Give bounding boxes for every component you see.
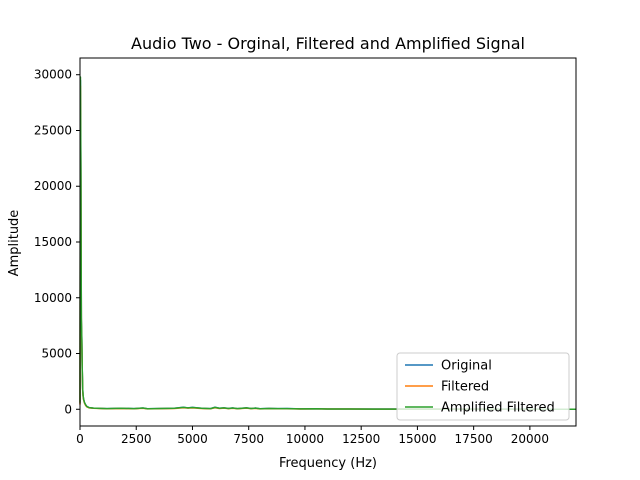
x-tick-label: 2500	[121, 432, 152, 446]
y-tick-label: 0	[64, 402, 72, 416]
x-axis-label: Frequency (Hz)	[279, 456, 377, 471]
x-tick-label: 5000	[177, 432, 208, 446]
plot-frame	[79, 57, 577, 427]
legend-label-0: Original	[441, 359, 492, 374]
y-axis-ticks: 0 5000 10000 15000 20000 25000 30000	[34, 68, 80, 416]
x-tick-label: 15000	[398, 432, 436, 446]
y-tick-label: 5000	[41, 347, 72, 361]
x-axis-ticks: 0 2500 5000 7500 10000 12500 15000 17500 20000	[76, 426, 549, 446]
chart-title: Audio Two - Orginal, Filtered and Amplif…	[131, 34, 525, 53]
y-axis-label: Amplitude	[7, 210, 22, 277]
y-tick-label: 15000	[34, 235, 72, 249]
y-tick-label: 25000	[34, 123, 72, 137]
x-tick-label: 12500	[342, 432, 380, 446]
x-tick-label: 0	[76, 432, 84, 446]
series-line-2	[79, 76, 576, 410]
y-tick-label: 30000	[34, 68, 72, 82]
legend: Original Filtered Amplified Filtered	[396, 352, 570, 421]
x-tick-label: 10000	[286, 432, 324, 446]
y-tick-label: 20000	[34, 179, 72, 193]
legend-label-2: Amplified Filtered	[441, 401, 555, 416]
x-tick-label: 17500	[455, 432, 493, 446]
x-tick-label: 7500	[233, 432, 264, 446]
plot-series	[79, 76, 576, 410]
legend-box	[396, 352, 570, 421]
y-tick-label: 10000	[34, 291, 72, 305]
legend-label-1: Filtered	[441, 380, 489, 395]
x-tick-label: 20000	[511, 432, 549, 446]
